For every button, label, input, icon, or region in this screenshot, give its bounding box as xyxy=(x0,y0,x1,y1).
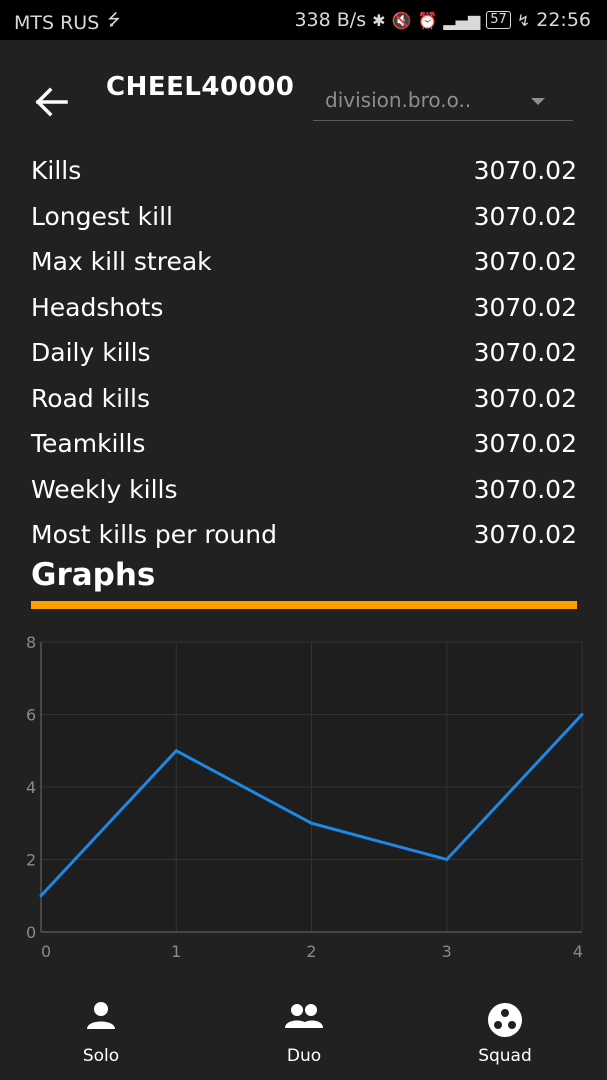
people-icon xyxy=(285,1004,323,1028)
nav-label: Solo xyxy=(82,1046,120,1066)
battery-icon: 57 xyxy=(486,11,511,29)
stat-row: Kills 3070.02 xyxy=(31,150,577,196)
stat-label: Teamkills xyxy=(31,429,146,458)
data-point xyxy=(580,713,584,716)
signal-icon: ▂▄▆ xyxy=(443,10,481,30)
nav-duo[interactable]: Duo xyxy=(244,990,364,1080)
stat-value: 3070.02 xyxy=(473,247,577,276)
stat-label: Max kill streak xyxy=(31,247,212,276)
stat-row: Weekly kills 3070.02 xyxy=(31,469,577,515)
y-tick-label: 2 xyxy=(26,851,36,870)
stat-label: Daily kills xyxy=(31,338,151,367)
x-tick-label: 2 xyxy=(306,942,316,961)
person-icon xyxy=(87,1002,115,1029)
data-point xyxy=(310,821,313,825)
nav-label: Duo xyxy=(286,1046,322,1066)
y-tick-label: 0 xyxy=(26,923,36,942)
alarm-icon: ⏰ xyxy=(417,10,438,30)
stat-label: Kills xyxy=(31,156,82,185)
player-name: CHEEL40000 xyxy=(106,72,295,102)
stat-value: 3070.02 xyxy=(473,520,577,549)
stat-label: Road kills xyxy=(31,383,151,413)
data-point xyxy=(174,749,178,753)
x-tick-label: 0 xyxy=(41,942,51,961)
nav-solo[interactable]: Solo xyxy=(41,990,161,1080)
carrier-name: MTS RUS xyxy=(14,11,100,34)
y-tick-label: 4 xyxy=(26,778,36,797)
stat-value: 3070.02 xyxy=(473,156,577,185)
y-tick-label: 6 xyxy=(26,706,36,725)
caret-down-icon xyxy=(531,98,545,105)
usb-icon: ⭍ xyxy=(107,10,121,29)
stat-row: Most kills per round 3070.02 xyxy=(31,514,577,560)
x-tick-label: 3 xyxy=(442,942,452,961)
stat-value: 3070.02 xyxy=(473,474,577,504)
stat-label: Longest kill xyxy=(31,201,173,231)
stat-row: Headshots 3070.02 xyxy=(31,287,577,333)
stat-row: Road kills 3070.02 xyxy=(31,378,577,424)
stat-row: Teamkills 3070.02 xyxy=(31,423,577,469)
app-bar: CHEEL40000 division.bro.o.. xyxy=(0,40,607,140)
server-dropdown[interactable]: division.bro.o.. xyxy=(313,84,573,121)
x-tick-label: 4 xyxy=(573,942,583,961)
status-bar: MTS RUS ⭍ 338 B/s ✱ 🔇 ⏰ ▂▄▆ 57 ↯ 22:56 xyxy=(0,0,607,40)
stat-row: Longest kill 3070.02 xyxy=(31,196,577,242)
clock: 22:56 xyxy=(536,9,591,31)
x-tick-label: 1 xyxy=(171,942,181,961)
server-value: division.bro.o.. xyxy=(325,88,472,112)
graphs-underline xyxy=(31,601,577,609)
nav-squad[interactable]: Squad xyxy=(445,990,565,1080)
graphs-heading: Graphs xyxy=(31,557,156,593)
stat-label: Most kills per round xyxy=(31,520,277,549)
stat-value: 3070.02 xyxy=(473,383,577,413)
stat-value: 3070.02 xyxy=(473,429,577,458)
bluetooth-icon: ✱ xyxy=(372,10,386,30)
stat-row: Max kill streak 3070.02 xyxy=(31,241,577,287)
stat-row: Daily kills 3070.02 xyxy=(31,332,577,378)
y-tick-label: 8 xyxy=(26,633,36,652)
arrow-left-icon xyxy=(35,87,68,117)
stat-label: Headshots xyxy=(31,292,164,322)
line-chart: 0 2 4 6 8 0 1 2 3 4 xyxy=(26,633,584,961)
stat-label: Weekly kills xyxy=(31,474,178,504)
stat-value: 3070.02 xyxy=(473,338,577,367)
squad-icon xyxy=(488,1003,522,1037)
bottom-nav: Solo Duo Squad xyxy=(0,990,607,1080)
mute-icon: 🔇 xyxy=(391,10,412,30)
data-point xyxy=(445,858,449,861)
charging-icon: ↯ xyxy=(516,10,531,30)
stats-list: Kills 3070.02 Longest kill 3070.02 Max k… xyxy=(31,150,577,560)
stat-value: 3070.02 xyxy=(473,292,577,322)
data-point xyxy=(39,894,43,898)
stat-value: 3070.02 xyxy=(473,201,577,231)
back-button[interactable] xyxy=(30,82,74,122)
nav-label: Squad xyxy=(478,1046,532,1066)
network-speed: 338 B/s xyxy=(294,9,367,31)
